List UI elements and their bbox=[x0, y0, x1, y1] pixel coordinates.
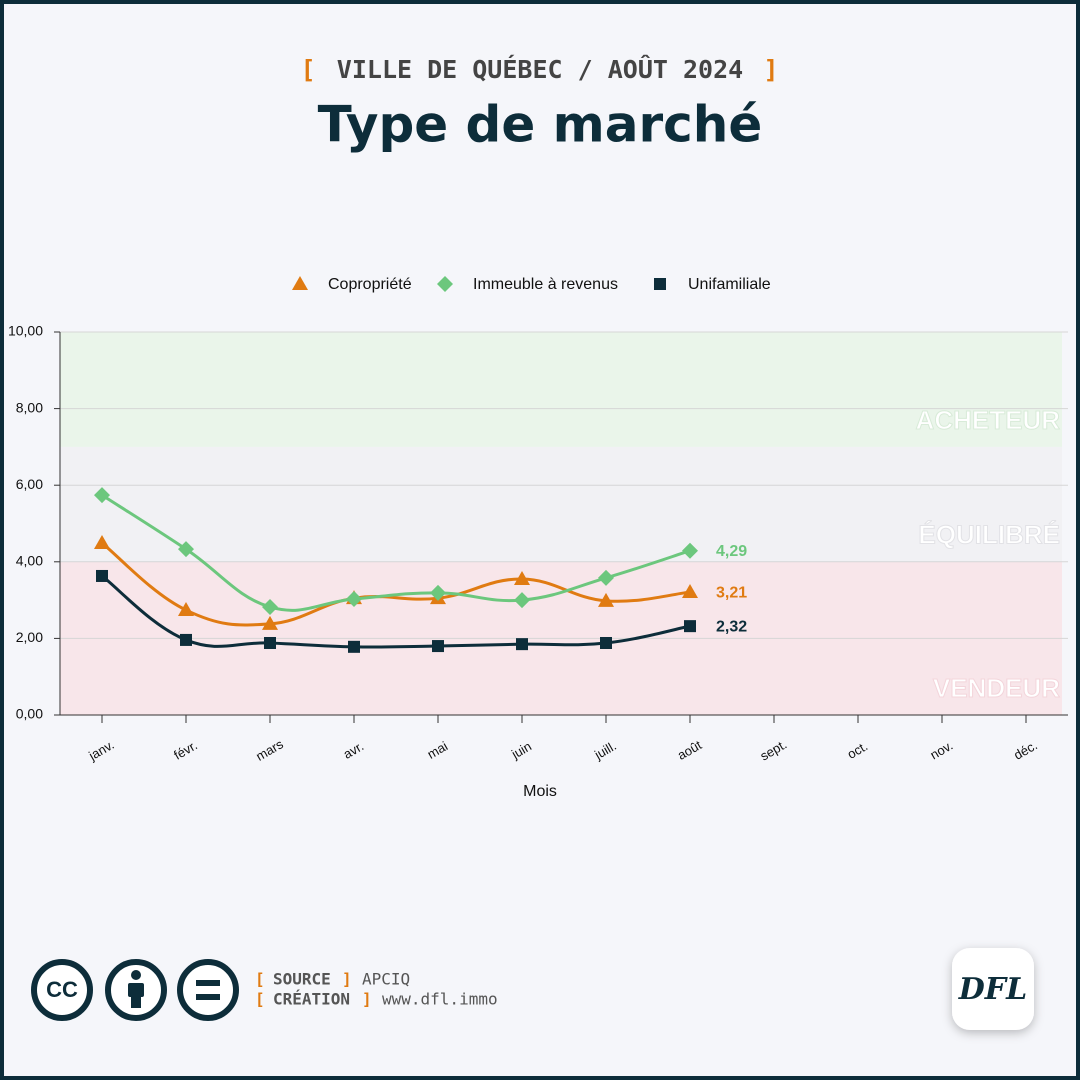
by-body bbox=[128, 983, 144, 997]
bracket: ] bbox=[342, 970, 352, 989]
cc-icon bbox=[31, 959, 93, 1021]
legend-label: Copropriété bbox=[328, 276, 412, 293]
zone-label: ÉQUILIBRÉ bbox=[918, 520, 1060, 550]
point bbox=[514, 571, 530, 586]
zone bbox=[60, 446, 1062, 562]
point bbox=[432, 640, 444, 653]
point bbox=[514, 592, 530, 609]
legend-marker bbox=[654, 278, 666, 290]
y-tick-label: 8,00 bbox=[16, 399, 43, 415]
zone-label: ACHETEUR bbox=[916, 405, 1061, 435]
by-legs bbox=[131, 995, 141, 1008]
logo: DFL bbox=[958, 972, 1027, 1007]
point bbox=[180, 633, 192, 646]
point bbox=[682, 542, 698, 559]
bracket: [ bbox=[300, 55, 315, 84]
point bbox=[348, 640, 360, 653]
point bbox=[346, 590, 362, 607]
bracket: [ bbox=[255, 970, 265, 989]
source-key: SOURCE bbox=[273, 970, 331, 989]
by-head bbox=[131, 970, 141, 980]
point bbox=[598, 569, 614, 586]
point bbox=[682, 584, 698, 599]
point bbox=[600, 636, 612, 649]
point bbox=[262, 615, 278, 630]
point bbox=[598, 592, 614, 607]
zone bbox=[60, 332, 1062, 447]
point bbox=[94, 535, 110, 550]
y-tick-label: 0,00 bbox=[16, 706, 43, 722]
license-icons: CC bbox=[31, 959, 239, 1021]
zone-label: VENDEUR bbox=[933, 673, 1060, 703]
legend-label: Unifamiliale bbox=[688, 276, 771, 293]
point bbox=[178, 602, 194, 617]
point bbox=[96, 569, 108, 582]
bracket: ] bbox=[362, 990, 372, 1009]
data-label: 4,29 bbox=[716, 543, 747, 560]
legend-marker bbox=[437, 276, 453, 292]
point bbox=[178, 541, 194, 558]
series-line bbox=[101, 493, 691, 612]
point bbox=[430, 584, 446, 601]
point bbox=[684, 620, 696, 633]
point bbox=[94, 487, 110, 504]
legend-label: Immeuble à revenus bbox=[473, 276, 618, 293]
source: APCIQ bbox=[362, 970, 410, 989]
bracket: ] bbox=[763, 55, 778, 84]
chart-title: Type de marché bbox=[318, 96, 763, 154]
point bbox=[262, 598, 278, 615]
logo-box bbox=[952, 948, 1034, 1030]
cc-text: CC bbox=[46, 977, 78, 1002]
y-tick-label: 6,00 bbox=[16, 476, 43, 492]
data-label: 3,21 bbox=[716, 584, 747, 601]
point bbox=[516, 638, 528, 651]
y-tick-label: 10,00 bbox=[8, 323, 43, 339]
legend-marker bbox=[292, 276, 308, 290]
point bbox=[264, 636, 276, 649]
creation-key: CRÉATION bbox=[273, 990, 350, 1009]
x-axis-label: Mois bbox=[523, 783, 557, 800]
data-label: 2,32 bbox=[716, 618, 747, 635]
subtitle: VILLE DE QUÉBEC / AOÛT 2024 bbox=[337, 54, 743, 84]
creation: www.dfl.immo bbox=[382, 990, 498, 1009]
y-tick-label: 4,00 bbox=[16, 553, 43, 569]
nd-bar bbox=[196, 994, 220, 1000]
bracket: [ bbox=[255, 990, 265, 1009]
nd-bar bbox=[196, 980, 220, 986]
nd-icon bbox=[177, 959, 239, 1021]
y-tick-label: 2,00 bbox=[16, 629, 43, 645]
